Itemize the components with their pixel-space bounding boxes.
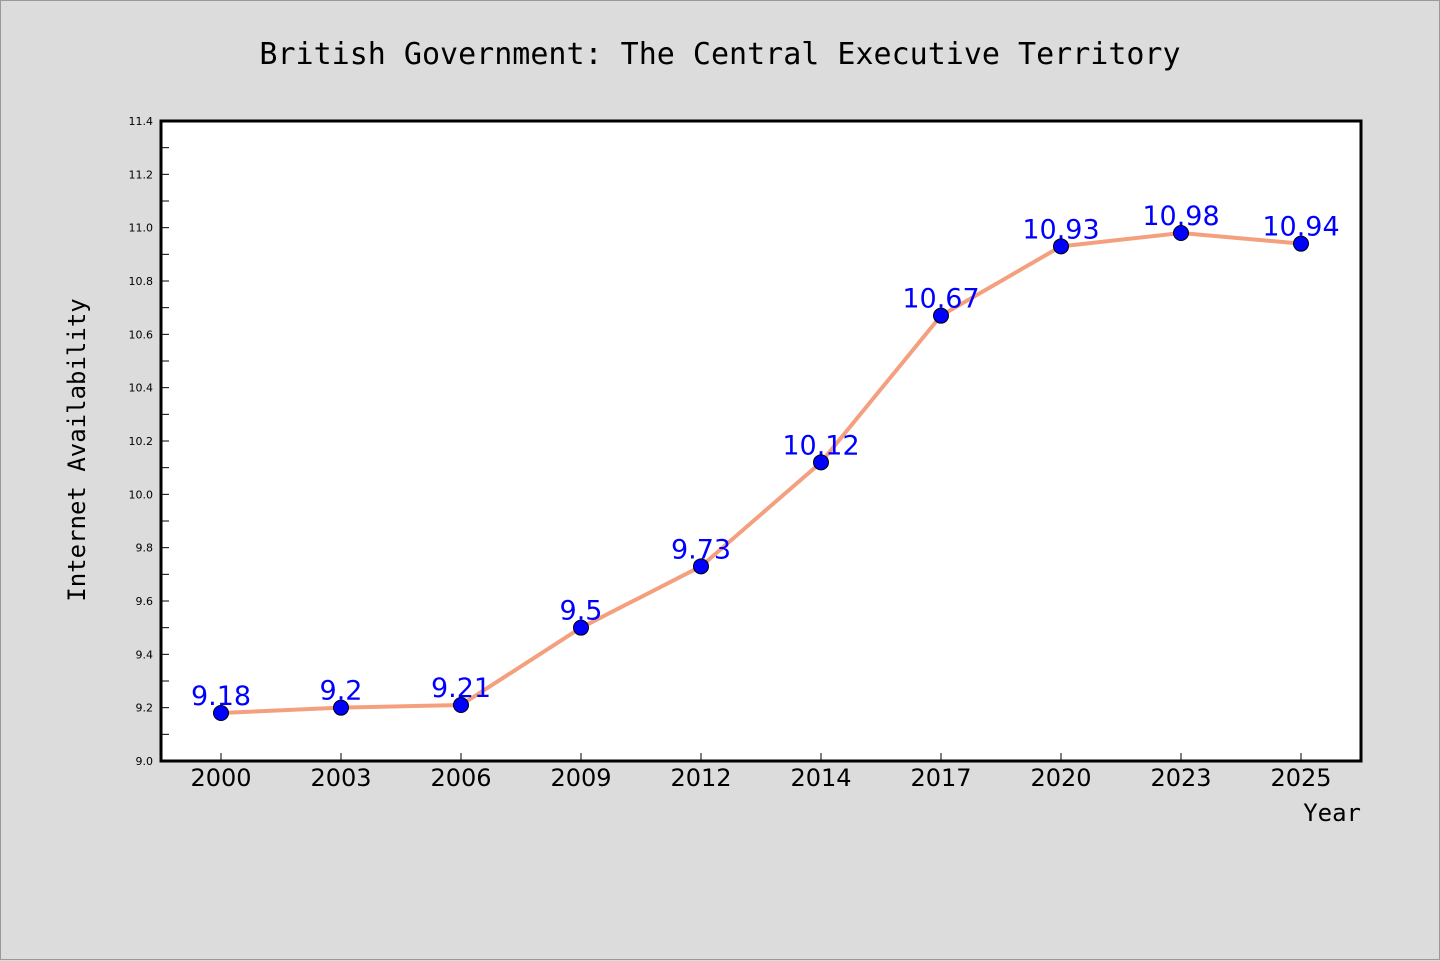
y-tick-label: 10.8 (129, 275, 154, 288)
x-tick-label: 2003 (310, 764, 371, 792)
y-tick-label: 11.2 (129, 168, 154, 181)
y-tick-label: 11.0 (129, 222, 154, 235)
data-label: 9.18 (191, 681, 251, 712)
x-axis: 2000 2003 2006 2009 2012 2014 2017 2020 2023 2025 (190, 753, 1332, 792)
y-tick-label: 11.4 (129, 115, 154, 128)
y-tick-label: 9.8 (136, 542, 154, 555)
x-axis-label: Year (1303, 799, 1361, 827)
data-point (333, 699, 349, 716)
y-tick-label: 10.0 (129, 488, 154, 501)
data-point (573, 619, 589, 636)
data-label: 9.73 (671, 534, 731, 565)
data-label: 10.67 (902, 284, 979, 315)
data-point (1173, 225, 1189, 241)
y-tick-label: 9.6 (136, 595, 154, 608)
x-tick-label: 2012 (670, 764, 731, 792)
y-tick-label: 10.2 (129, 435, 154, 448)
x-tick-label: 2000 (190, 764, 251, 792)
x-tick-label: 2006 (430, 764, 491, 792)
x-tick-label: 2017 (910, 764, 971, 792)
data-point (813, 454, 829, 471)
data-label: 9.2 (320, 676, 363, 707)
data-label: 10.94 (1262, 212, 1339, 243)
data-point (453, 697, 469, 713)
data-point (1053, 238, 1069, 255)
series-line (219, 231, 1303, 715)
data-label: 10.98 (1142, 201, 1219, 232)
x-tick-label: 2009 (550, 764, 611, 792)
x-tick-label: 2023 (1150, 764, 1211, 792)
data-point (693, 558, 709, 575)
chart-title: British Government: The Central Executiv… (259, 37, 1180, 72)
y-tick-label: 9.2 (136, 702, 154, 715)
y-tick-label: 9.4 (136, 648, 154, 661)
data-label: 9.5 (560, 596, 603, 627)
x-tick-label: 2025 (1270, 764, 1331, 792)
y-tick-label: 9.0 (136, 755, 154, 768)
x-tick-label: 2020 (1030, 764, 1091, 792)
data-labels: 9.18 9.2 9.21 9.5 9.73 10.12 10.67 10.93 10.98 10… (191, 201, 1340, 712)
y-axis: 9.0 9.2 9.4 9.6 9.8 10.0 10.2 10.4 10.6 10.8 11.0 1… (129, 115, 169, 768)
data-label: 10.12 (782, 430, 859, 461)
y-tick-label: 10.4 (129, 382, 154, 395)
y-tick-label: 10.6 (129, 328, 154, 341)
data-label: 10.93 (1022, 214, 1099, 245)
plot-area (159, 119, 1363, 763)
data-point (213, 705, 229, 721)
x-tick-label: 2014 (790, 764, 851, 792)
data-label: 9.21 (431, 673, 491, 704)
data-point (933, 307, 949, 324)
data-points (213, 225, 1309, 721)
y-axis-label: Internet Availability (63, 298, 91, 601)
data-point (1293, 235, 1309, 252)
